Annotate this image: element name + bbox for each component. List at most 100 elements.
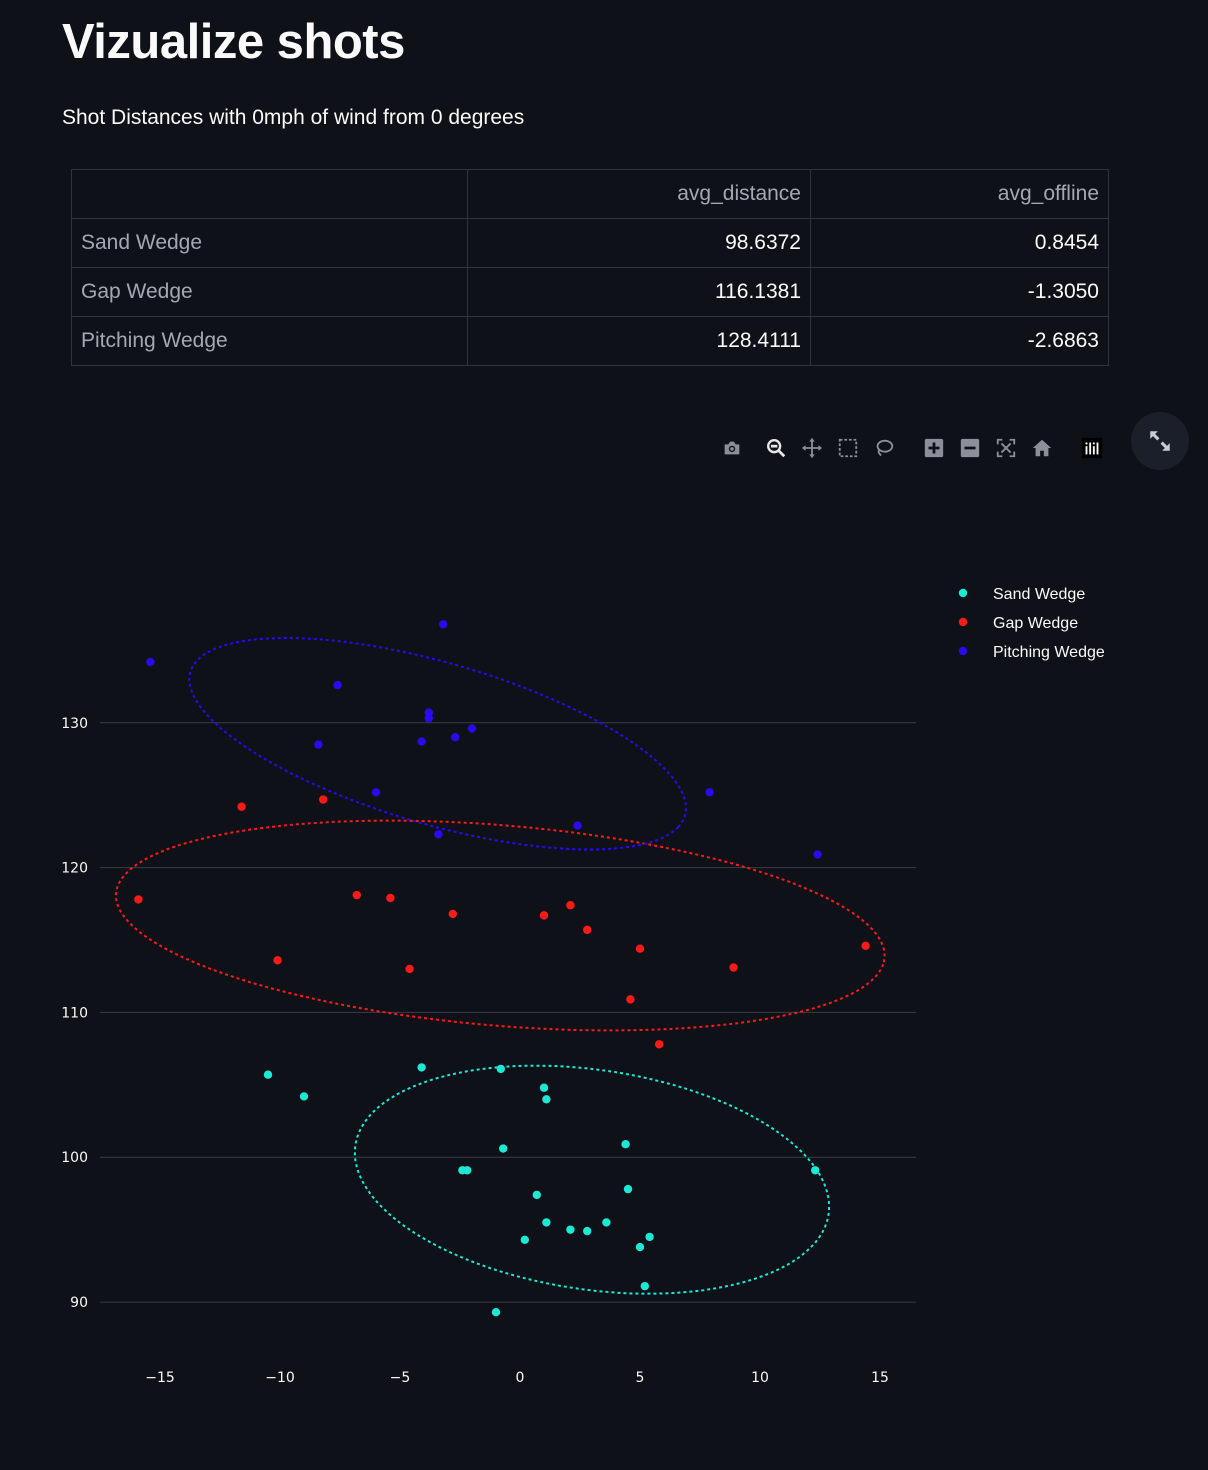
x-tick-label: 0 [516,1370,525,1386]
x-tick-label: −15 [145,1370,175,1386]
data-point [424,714,433,723]
data-point [566,1225,575,1234]
table-cell-avg-offline: -1.3050 [810,267,1109,317]
data-point [439,620,448,629]
zoom-out-icon[interactable] [956,434,984,462]
table-header-index [71,169,468,219]
data-point [645,1232,654,1242]
expand-icon [1150,431,1170,451]
data-point [491,1308,501,1317]
reset-axes-icon[interactable] [1028,434,1056,462]
data-point [463,1166,472,1175]
table-cell-avg-offline: -2.6863 [810,316,1109,366]
data-point [542,1095,551,1104]
data-point [861,941,870,950]
data-point [539,1083,549,1092]
data-point [583,1226,592,1236]
data-point [371,788,381,797]
y-axis-ticks: 90 100 110 120 130 [61,716,88,1311]
data-point [811,1166,820,1175]
table-header-avg-offline[interactable]: avg_offline [810,169,1109,219]
data-point [352,890,361,900]
table-row: Gap Wedge 116.1381 -1.3050 [71,267,1109,317]
data-point [405,964,414,974]
x-tick-label: −10 [265,1370,295,1386]
data-point [319,795,328,804]
data-point [640,1281,649,1291]
fullscreen-button[interactable] [1131,412,1189,470]
table-cell-avg-distance: 116.1381 [467,267,811,317]
data-point [263,1070,273,1079]
data-point [729,963,738,972]
averages-table: avg_distance avg_offline Sand Wedge 98.6… [71,169,1109,366]
page-caption: Shot Distances with 0mph of wind from 0 … [62,106,525,129]
data-point [424,708,433,717]
y-tick-label: 100 [61,1150,88,1166]
plotly-logo-icon[interactable] [1078,434,1106,462]
data-point [237,802,246,811]
data-point [499,1144,508,1153]
ellipse-sand-wedge [353,1064,831,1295]
table-header-avg-distance[interactable]: avg_distance [467,169,811,219]
data-point [448,909,457,919]
x-tick-label: 15 [871,1370,889,1386]
scatter-chart[interactable]: −15 −10 −5 0 5 10 15 90 100 110 120 130 Sand Wedge… [0,520,1208,1460]
data-point [417,1063,426,1072]
table-cell-avg-offline: 0.8454 [810,218,1109,268]
data-point [635,1242,645,1252]
table-row: Sand Wedge 98.6372 0.8454 [71,218,1109,268]
table-cell-avg-distance: 98.6372 [467,218,811,268]
table-header-row: avg_distance avg_offline [71,169,1109,219]
confidence-ellipses [114,637,886,1295]
data-point [134,895,143,904]
y-tick-label: 120 [61,861,88,877]
legend-marker [958,617,968,627]
data-point [655,1040,664,1049]
y-tick-label: 130 [61,716,88,732]
data-point [621,1140,630,1149]
table-row-label: Gap Wedge [71,267,468,317]
data-point [623,1184,633,1194]
box-select-icon[interactable] [834,434,862,462]
autoscale-icon[interactable] [992,434,1020,462]
table-cell-avg-distance: 128.4111 [467,316,811,366]
table-row-label: Sand Wedge [71,218,468,268]
zoom-in-icon[interactable] [920,434,948,462]
data-points [134,620,870,1317]
x-tick-label: 10 [751,1370,769,1386]
data-point [635,944,645,953]
data-point [705,788,714,797]
ellipse-pitching-wedge [188,637,688,851]
camera-icon[interactable] [718,434,746,462]
legend-label: Gap Wedge [993,615,1078,632]
data-point [417,737,426,746]
zoom-icon[interactable] [762,434,790,462]
data-point [532,1190,541,1200]
data-point [299,1092,309,1101]
data-point [602,1218,611,1227]
y-tick-label: 110 [61,1005,88,1021]
data-point [573,821,582,830]
legend-marker [958,588,968,598]
legend-label: Pitching Wedge [993,644,1105,661]
data-point [496,1064,505,1074]
pan-icon[interactable] [798,434,826,462]
data-point [542,1218,551,1227]
data-point [386,893,395,903]
data-point [566,901,575,910]
data-point [333,680,342,690]
grid-lines [100,722,916,1303]
x-axis-ticks: −15 −10 −5 0 5 10 15 [145,1370,889,1386]
data-point [583,925,592,935]
legend-label: Sand Wedge [993,586,1085,603]
data-point [146,657,155,667]
x-tick-label: 5 [636,1370,645,1386]
legend[interactable]: Sand Wedge Gap Wedge Pitching Wedge [958,586,1105,661]
lasso-select-icon[interactable] [870,434,898,462]
table-row: Pitching Wedge 128.4111 -2.6863 [71,316,1109,366]
data-point [314,740,323,749]
x-tick-label: −5 [390,1370,411,1386]
data-point [451,733,460,742]
data-point [467,724,477,733]
data-point [539,911,549,920]
